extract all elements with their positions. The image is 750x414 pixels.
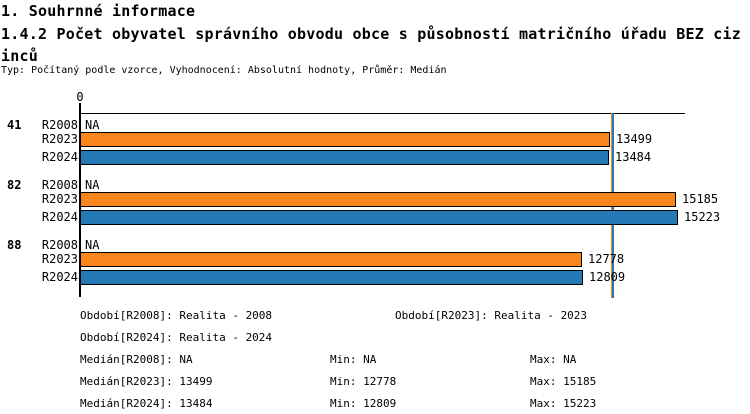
row-label-r2008: R2008 [41,118,78,132]
bar-value-label: 12809 [589,270,626,284]
bar-value-label: 15185 [682,192,719,206]
row-label-r2023: R2023 [41,132,78,146]
stat-median-r2008: Medián[R2008]: NA [80,353,193,366]
bar-value-label: 13484 [615,150,652,164]
chart: 0 41 R2008 NA R2023 13499 R2024 13484 82 R2008 NA… [0,85,750,305]
row-label-r2023: R2023 [41,252,78,266]
stat-max-r2023: Max: 15185 [530,375,597,388]
bar-value-label: 12778 [588,252,625,266]
stat-median-r2024: Medián[R2024]: 13484 [80,397,213,410]
na-value-label: NA [85,238,100,252]
bar-r2023-41 [80,132,610,147]
legend-period-r2023: Období[R2023]: Realita - 2023 [395,309,588,322]
bar-r2023-82 [80,192,676,207]
bar-r2024-41 [80,150,609,165]
group-label-82: 82 [7,178,22,192]
stat-min-r2008: Min: NA [330,353,377,366]
na-value-label: NA [85,118,100,132]
stat-median-r2023: Medián[R2023]: 13499 [80,375,213,388]
bar-r2024-88 [80,270,583,285]
na-value-label: NA [85,178,100,192]
stat-max-r2024: Max: 15223 [530,397,597,410]
stat-min-r2024: Min: 12809 [330,397,397,410]
row-label-r2023: R2023 [41,192,78,206]
row-label-r2008: R2008 [41,178,78,192]
legend-period-r2024: Období[R2024]: Realita - 2024 [80,331,273,344]
group-label-41: 41 [7,118,22,132]
row-label-r2008: R2008 [41,238,78,252]
x-axis-zero-label: 0 [76,90,84,104]
group-label-88: 88 [7,238,22,252]
bar-value-label: 15223 [684,210,721,224]
bar-r2023-88 [80,252,582,267]
plot-top-border [80,113,685,114]
row-label-r2024: R2024 [41,270,78,284]
chart-title: 1.4.2 Počet obyvatel správního obvodu ob… [1,25,742,65]
stat-max-r2008: Max: NA [530,353,577,366]
row-label-r2024: R2024 [41,150,78,164]
legend-period-r2008: Období[R2008]: Realita - 2008 [80,309,273,322]
bar-r2024-82 [80,210,678,225]
chart-meta-line: Typ: Počítaný podle vzorce, Vyhodnocení:… [1,65,447,76]
stat-min-r2023: Min: 12778 [330,375,397,388]
row-label-r2024: R2024 [41,210,78,224]
bar-value-label: 13499 [616,132,653,146]
report-section-title: 1. Souhrnné informace [1,2,196,20]
